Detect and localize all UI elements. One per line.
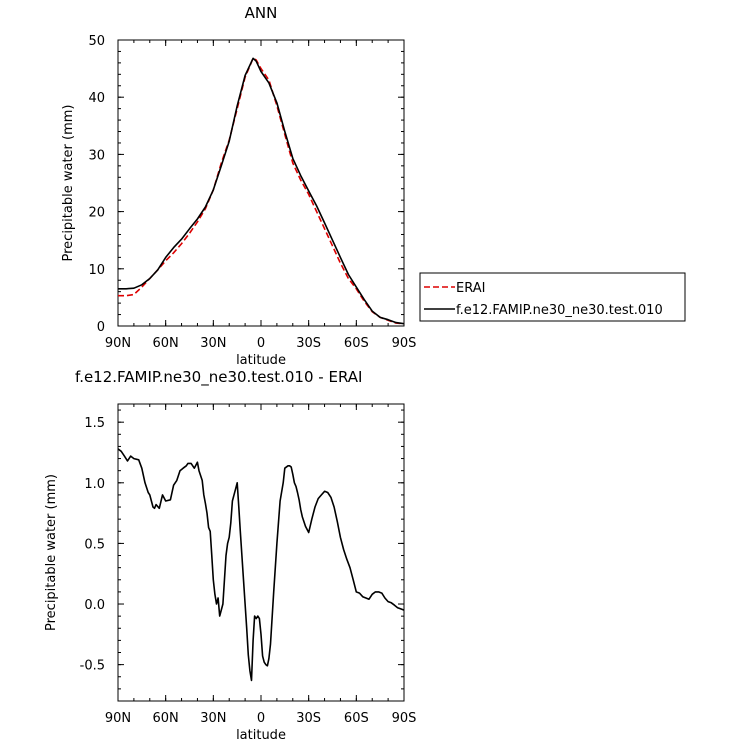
y-tick-label: 0 [97, 320, 105, 335]
y-tick-label: 20 [88, 206, 105, 221]
y-tick-label: 10 [88, 263, 105, 278]
y-tick-label: -0.5 [80, 659, 105, 674]
y-tick-label: 40 [88, 91, 105, 106]
series-line-0 [118, 448, 404, 682]
legend-box [419, 272, 686, 322]
x-tick-label: 30S [296, 711, 321, 726]
chart-title: f.e12.FAMIP.ne30_ne30.test.010 - ERAI [75, 368, 362, 387]
series-line-0 [118, 57, 404, 325]
y-axis-label: Precipitable water (mm) [44, 474, 59, 631]
x-tick-label: 60S [344, 336, 369, 351]
y-tick-label: 0.0 [84, 598, 105, 613]
plot-bottom: f.e12.FAMIP.ne30_ne30.test.010 - ERAI 90N… [44, 368, 416, 743]
series-line-1 [118, 57, 404, 325]
y-tick-label: 1.5 [84, 416, 105, 431]
x-tick-label: 60N [153, 711, 179, 726]
y-tick-label: 30 [88, 148, 105, 163]
x-tick-label: 0 [257, 336, 265, 351]
y-tick-label: 1.0 [84, 477, 105, 492]
x-tick-label: 30N [200, 336, 226, 351]
x-axis-label: latitude [236, 353, 286, 368]
plot-frame [117, 39, 405, 327]
x-tick-label: 0 [257, 711, 265, 726]
x-tick-label: 30S [296, 336, 321, 351]
x-tick-label: 90N [105, 336, 131, 351]
legend: ERAI f.e12.FAMIP.ne30_ne30.test.010 [419, 272, 686, 322]
legend-label: ERAI [456, 281, 485, 296]
x-tick-label: 60N [153, 336, 179, 351]
y-tick-label: 50 [88, 34, 105, 49]
x-tick-label: 30N [200, 711, 226, 726]
y-tick-label: 0.5 [84, 537, 105, 552]
x-tick-label: 90S [392, 336, 417, 351]
legend-label: f.e12.FAMIP.ne30_ne30.test.010 [456, 303, 663, 318]
x-tick-label: 60S [344, 711, 369, 726]
chart-title: ANN [245, 4, 278, 22]
y-axis-label: Precipitable water (mm) [61, 105, 76, 262]
x-tick-label: 90S [392, 711, 417, 726]
plot-frame [117, 403, 405, 702]
plot-top: ANN 90N 60N 30N 0 30S 60S 90S 0 10 20 30 40 50 latitud… [61, 4, 416, 368]
x-tick-label: 90N [105, 711, 131, 726]
x-axis-label: latitude [236, 728, 286, 743]
